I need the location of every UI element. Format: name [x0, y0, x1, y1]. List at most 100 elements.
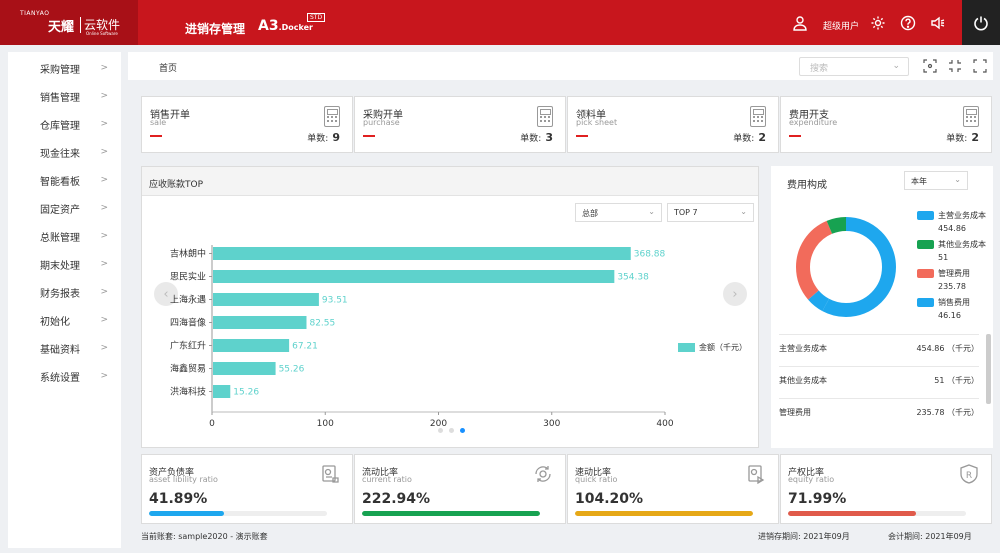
current-account: 当前账套: sample2020 - 演示账套 — [141, 532, 268, 541]
sidebar: 采购管理 > 销售管理 > 仓库管理 > 现金往来 > 智能看板 > 固定资产 > 总账管理… — [8, 52, 121, 548]
sidebar-item-init[interactable]: 初始化 > — [40, 315, 108, 328]
bar-value-label: 82.55 — [309, 319, 335, 329]
legend-swatch — [917, 240, 934, 249]
stat-card-pick-sheet[interactable]: 领料单 pick sheet 单数: 2 — [567, 96, 779, 153]
inventory-period: 进销存期间: 2021年09月 — [758, 532, 850, 541]
receivables-title: 应收账款TOP — [142, 167, 758, 196]
brand-cn: 天耀 — [48, 20, 75, 35]
user-name[interactable]: 超级用户 — [823, 22, 860, 32]
cost-panel: 费用构成 本年 ⌄ 主营业务成本 454.86 其他业务成本 51 管理费用 235.7… — [771, 166, 993, 448]
sidebar-item-warehouse[interactable]: 仓库管理 > — [40, 119, 108, 132]
breadcrumb-home[interactable]: 首页 — [159, 64, 178, 74]
calculator-icon — [537, 106, 553, 127]
carousel-dots — [438, 428, 465, 433]
chevron-right-icon: > — [100, 147, 108, 157]
ratio-progress-fill — [788, 511, 917, 516]
sidebar-item-settings[interactable]: 系统设置 > — [40, 371, 108, 384]
search-select[interactable]: 搜索 ⌄ — [799, 57, 909, 76]
sidebar-item-dashboard[interactable]: 智能看板 > — [40, 175, 108, 188]
ratio-progress-fill — [575, 511, 753, 516]
ratio-card-current[interactable]: 流动比率 current ratio 222.94% — [354, 454, 566, 524]
legend-swatch — [917, 269, 934, 278]
chevron-right-icon: > — [100, 91, 108, 101]
cost-title: 费用构成 — [787, 180, 827, 191]
app-title: 进销存管理 — [185, 22, 246, 36]
user-icon[interactable] — [792, 15, 808, 31]
power-button[interactable] — [962, 0, 1000, 45]
bar[interactable] — [213, 339, 290, 352]
receivables-bar-chart: 吉林朗中 368.88 思民实业 354.38 上海永遇 93.51 四海音像 82.55 广东… — [170, 245, 674, 429]
chevron-right-icon: > — [100, 371, 108, 381]
receivables-card: 应收账款TOP 总部 ⌄ TOP 7 ⌄ ‹ › 吉林朗中 368.88 思民实业 354… — [141, 166, 759, 448]
carousel-dot[interactable] — [449, 428, 454, 433]
sidebar-item-reports[interactable]: 财务报表 > — [40, 287, 108, 300]
chevron-down-icon: ⌄ — [954, 175, 961, 184]
category-label: 洪海科技 — [170, 386, 206, 398]
bar[interactable] — [213, 293, 319, 306]
calculator-icon — [963, 106, 979, 127]
cost-donut-chart — [796, 217, 896, 317]
category-label: 四海音像 — [170, 317, 206, 329]
carousel-next-button[interactable]: › — [723, 282, 747, 306]
category-label: 上海永遇 — [170, 294, 206, 306]
fullscreen-icon[interactable] — [973, 59, 987, 73]
sidebar-item-purchase[interactable]: 采购管理 > — [40, 63, 108, 76]
donut-legend: 主营业务成本 454.86 其他业务成本 51 管理费用 235.78 销售费用 46.… — [917, 210, 986, 326]
sidebar-item-basic-data[interactable]: 基础资料 > — [40, 343, 108, 356]
chevron-right-icon: > — [100, 343, 108, 353]
cost-row: 管理费用 235.78 （千元） — [779, 398, 979, 418]
x-tick-label: 400 — [656, 419, 673, 429]
sidebar-item-cash[interactable]: 现金往来 > — [40, 147, 108, 160]
speaker-icon[interactable] — [930, 15, 946, 31]
category-label: 海鑫贸易 — [170, 363, 206, 375]
stat-card-sale[interactable]: 销售开单 sale 单数: 9 — [141, 96, 353, 153]
top-bar: TIANYAO 天耀 云软件 Online Software 进销存管理 A3.… — [0, 0, 1000, 45]
period-select[interactable]: 本年 ⌄ — [904, 171, 968, 190]
carousel-prev-button[interactable]: ‹ — [154, 282, 178, 306]
ratio-card-equity[interactable]: 产权比率 equity ratio 71.99% R — [780, 454, 992, 524]
gear-icon[interactable] — [870, 15, 886, 31]
donut-slice[interactable] — [796, 217, 896, 317]
donut-legend-item: 销售费用 46.16 — [917, 297, 986, 320]
sidebar-item-sales[interactable]: 销售管理 > — [40, 91, 108, 104]
stat-card-purchase[interactable]: 采购开单 purchase 单数: 3 — [354, 96, 566, 153]
focus-icon[interactable] — [923, 59, 937, 73]
report-icon — [322, 465, 339, 483]
category-label: 思民实业 — [170, 271, 206, 283]
carousel-dot[interactable] — [438, 428, 443, 433]
sidebar-item-fixed-assets[interactable]: 固定资产 > — [40, 203, 108, 216]
ratio-card-asset-liability[interactable]: 资产负债率 asset libility ratio 41.89% — [141, 454, 353, 524]
bar[interactable] — [213, 270, 615, 283]
branch-select[interactable]: 总部 ⌄ — [575, 203, 662, 222]
donut-slice[interactable] — [796, 217, 896, 317]
topn-select[interactable]: TOP 7 ⌄ — [667, 203, 754, 222]
sidebar-item-period-end[interactable]: 期末处理 > — [40, 259, 108, 272]
chevron-right-icon: > — [100, 203, 108, 213]
carousel-dot-active[interactable] — [460, 428, 465, 433]
power-icon — [974, 16, 988, 30]
edition-badge: STD — [307, 13, 326, 22]
ratio-progress — [149, 511, 327, 516]
help-icon[interactable] — [900, 15, 916, 31]
bar-value-label: 67.21 — [292, 342, 318, 352]
sidebar-item-ledger[interactable]: 总账管理 > — [40, 231, 108, 244]
bar[interactable] — [213, 362, 276, 375]
shrink-icon[interactable] — [948, 59, 962, 73]
product-name: A3.Docker — [258, 18, 313, 34]
ratio-progress — [788, 511, 966, 516]
bar[interactable] — [213, 247, 631, 260]
bar[interactable] — [213, 385, 231, 398]
cost-scrollbar[interactable] — [986, 334, 991, 404]
legend-swatch — [917, 211, 934, 220]
ratio-progress-fill — [362, 511, 540, 516]
accounting-period: 会计期间: 2021年09月 — [888, 532, 972, 541]
chevron-down-icon: ⌄ — [740, 207, 747, 216]
brand-en: TIANYAO — [20, 10, 50, 17]
bar[interactable] — [213, 316, 307, 329]
donut-legend-item: 管理费用 235.78 — [917, 268, 986, 291]
cost-row: 其他业务成本 51 （千元） — [779, 366, 979, 386]
svg-text:R: R — [966, 471, 972, 481]
stat-card-expenditure[interactable]: 费用开支 expenditure 单数: 2 — [780, 96, 992, 153]
ratio-card-quick[interactable]: 速动比率 quick ratio 104.20% — [567, 454, 779, 524]
chevron-right-icon: > — [100, 231, 108, 241]
